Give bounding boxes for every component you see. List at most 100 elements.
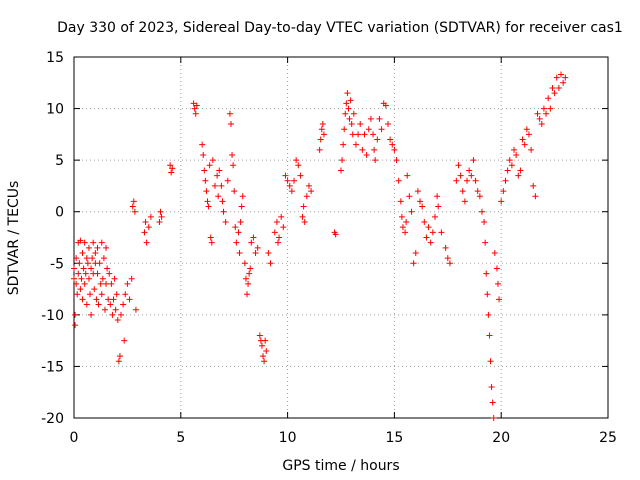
data-point <box>402 229 409 236</box>
data-point <box>371 146 378 153</box>
data-point <box>442 244 449 251</box>
data-point <box>106 270 113 277</box>
data-point <box>429 229 436 236</box>
data-point <box>209 157 216 164</box>
x-tick-label: 15 <box>385 430 403 446</box>
x-tick-label: 5 <box>176 430 185 446</box>
data-point <box>355 131 362 138</box>
data-point <box>459 188 466 195</box>
data-point <box>246 270 253 277</box>
data-point <box>199 141 206 148</box>
data-point <box>303 193 310 200</box>
data-point <box>128 275 135 282</box>
data-point <box>227 121 234 128</box>
data-point <box>349 131 356 138</box>
data-point <box>387 136 394 143</box>
data-point <box>124 280 131 287</box>
plot-frame <box>73 56 609 419</box>
data-point <box>453 177 460 184</box>
data-point <box>237 219 244 226</box>
data-point <box>357 121 364 128</box>
data-point <box>84 260 91 267</box>
data-point <box>114 317 121 324</box>
data-point <box>241 260 248 267</box>
data-point <box>502 177 509 184</box>
data-point <box>108 280 115 287</box>
data-point <box>80 265 87 272</box>
data-point <box>341 126 348 133</box>
data-point <box>85 275 92 282</box>
data-point <box>532 193 539 200</box>
data-point <box>242 275 249 282</box>
data-point <box>300 203 307 210</box>
data-point <box>284 177 291 184</box>
data-point <box>120 301 127 308</box>
data-point <box>406 193 413 200</box>
data-point <box>143 239 150 246</box>
data-point <box>214 172 221 179</box>
data-point <box>384 121 391 128</box>
data-point <box>101 306 108 313</box>
data-point <box>261 358 268 365</box>
data-point <box>226 110 233 117</box>
data-point <box>376 115 383 122</box>
data-points <box>71 71 569 421</box>
data-point <box>317 136 324 143</box>
data-point <box>350 110 357 117</box>
data-point <box>222 219 229 226</box>
data-point <box>378 126 385 133</box>
data-point <box>397 198 404 205</box>
data-point <box>244 291 251 298</box>
data-point <box>399 224 406 231</box>
x-tick-label: 25 <box>599 430 617 446</box>
data-point <box>132 306 139 313</box>
x-tick-label: 0 <box>70 430 79 446</box>
data-point <box>374 136 381 143</box>
data-point <box>235 229 242 236</box>
data-point <box>156 219 163 226</box>
y-tick-label: -10 <box>41 308 64 324</box>
data-point <box>191 105 198 112</box>
data-point <box>121 337 128 344</box>
data-point <box>74 291 81 298</box>
data-point <box>220 208 227 215</box>
data-point <box>438 229 445 236</box>
data-point <box>145 224 152 231</box>
data-point <box>77 237 84 244</box>
y-tick-label: -15 <box>41 359 64 375</box>
data-point <box>190 100 197 107</box>
data-point <box>523 126 530 133</box>
data-point <box>282 172 289 179</box>
data-point <box>98 291 105 298</box>
data-point <box>112 306 119 313</box>
data-point <box>484 291 491 298</box>
data-point <box>88 265 95 272</box>
data-point <box>113 291 120 298</box>
data-point <box>211 182 218 189</box>
data-point <box>468 172 475 179</box>
data-point <box>344 90 351 97</box>
y-tick-label: 5 <box>55 153 64 169</box>
data-point <box>104 265 111 272</box>
data-point <box>208 239 215 246</box>
data-point <box>461 198 468 205</box>
data-point <box>457 172 464 179</box>
data-point <box>446 260 453 267</box>
data-point <box>474 188 481 195</box>
ticks <box>73 56 609 419</box>
data-point <box>332 231 339 238</box>
data-point <box>498 198 505 205</box>
data-point <box>511 146 518 153</box>
data-point <box>558 71 565 78</box>
data-point <box>193 102 200 109</box>
data-point <box>319 121 326 128</box>
data-point <box>483 270 490 277</box>
data-point <box>417 198 424 205</box>
data-point <box>553 74 560 81</box>
data-point <box>79 249 86 256</box>
data-point <box>288 188 295 195</box>
data-point <box>346 115 353 122</box>
y-axis-label: SDTVAR / TECUs <box>6 181 22 296</box>
data-point <box>238 203 245 210</box>
data-point <box>207 234 214 241</box>
